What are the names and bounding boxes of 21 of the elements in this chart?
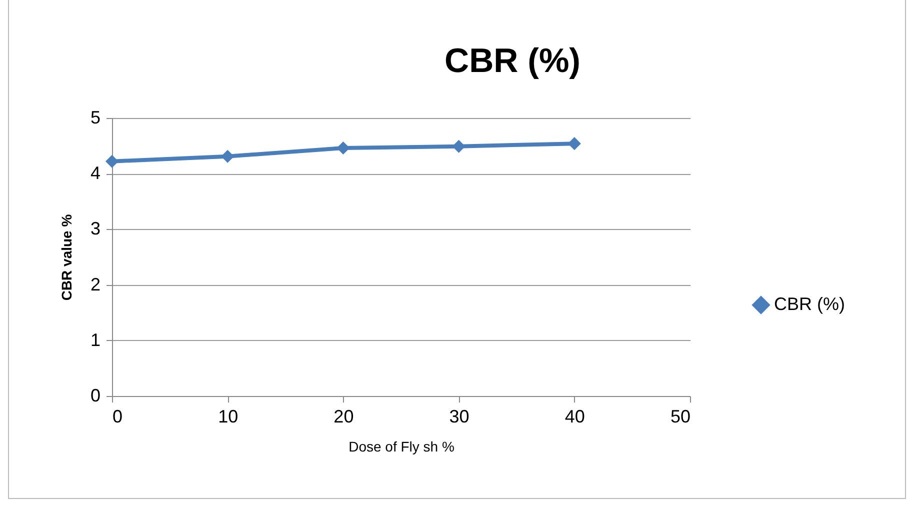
x-tick-label: 20 (334, 406, 354, 426)
point (105, 154, 119, 168)
y-tick-label: 1 (90, 330, 100, 350)
point (452, 140, 466, 153)
y-axis-title: CBR value % (58, 214, 74, 301)
x-tick-label: 30 (449, 406, 470, 426)
y-tick-label: 3 (90, 218, 100, 239)
y-tick-label: 4 (90, 163, 100, 184)
y-tick-label: 0 (90, 386, 100, 406)
x-tick-label: 0 (112, 406, 123, 426)
chart-title: CBR (%) (444, 42, 580, 80)
point (568, 137, 581, 150)
point (336, 142, 350, 155)
legend-label: CBR (%) (774, 294, 845, 314)
x-tick-label: 10 (218, 406, 238, 426)
x-axis-title: Dose of Fly sh % (348, 438, 454, 454)
y-tick-label: 2 (90, 274, 100, 294)
x-tick-label: 50 (670, 406, 690, 426)
y-tick-label: 5 (90, 108, 100, 128)
point (221, 150, 234, 163)
x-tick-label: 40 (564, 406, 585, 426)
